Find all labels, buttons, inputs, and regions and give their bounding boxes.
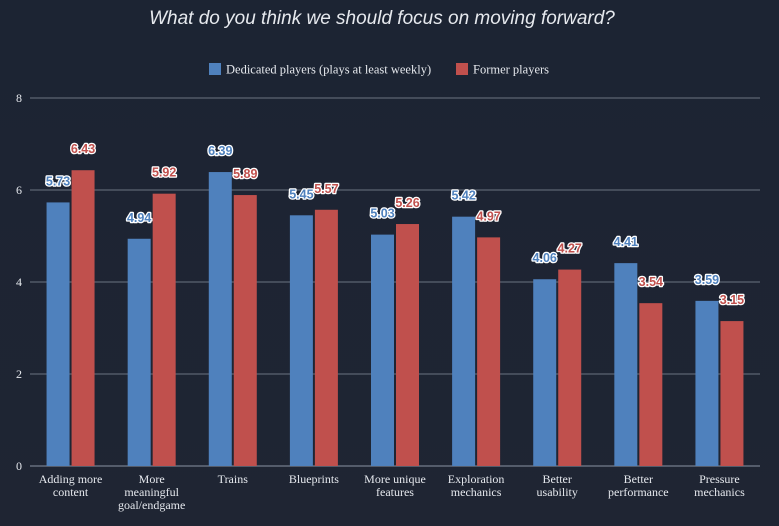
data-label: 4.97 xyxy=(476,209,500,223)
bar xyxy=(208,172,232,466)
x-category-label: Blueprints xyxy=(289,472,339,486)
data-labels: 5.73 6.43 4.94 5.92 6.395.89 5.45 5.57 5.035.26… xyxy=(45,141,746,308)
x-category-label: Pressure mechanics xyxy=(694,472,745,499)
data-label: 4.06 xyxy=(533,251,557,265)
bar xyxy=(639,303,663,466)
bar xyxy=(477,237,501,466)
y-axis-ticks: 0 2 4 6 8 xyxy=(16,91,22,473)
y-tick-label: 2 xyxy=(16,367,22,381)
data-label: 3.15 xyxy=(720,293,744,307)
data-label: 3.54 xyxy=(639,275,663,289)
bar xyxy=(289,215,313,466)
x-category-label: More meaningful goal/endgame xyxy=(118,472,185,512)
bar xyxy=(695,300,719,466)
y-tick-label: 4 xyxy=(16,275,22,289)
bar xyxy=(152,193,176,466)
legend: Dedicated players (plays at least weekly… xyxy=(209,63,549,77)
data-label: 5.45 xyxy=(289,187,313,201)
x-category-label: Exploration mechanics xyxy=(448,472,505,499)
data-label: 5.03 xyxy=(370,207,394,221)
x-category-label: More unique features xyxy=(364,472,426,499)
data-label: 3.59 xyxy=(695,273,719,287)
data-label: 6.43 xyxy=(71,142,95,156)
legend-label: Dedicated players (plays at least weekly… xyxy=(226,63,431,77)
bars xyxy=(46,170,744,467)
data-label: 5.92 xyxy=(152,166,176,180)
y-tick-label: 0 xyxy=(16,459,22,473)
bar xyxy=(614,263,638,466)
bar xyxy=(233,195,257,466)
bar xyxy=(371,234,394,466)
x-category-label: Adding more content xyxy=(39,472,103,499)
data-label: 5.89 xyxy=(233,167,257,181)
bar xyxy=(533,279,557,466)
data-label: 5.57 xyxy=(314,182,338,196)
bar xyxy=(396,224,419,466)
bar xyxy=(558,269,582,466)
y-tick-label: 8 xyxy=(16,91,22,105)
data-label: 5.73 xyxy=(46,174,70,188)
x-category-label: Better performance xyxy=(608,472,669,499)
legend-label: Former players xyxy=(473,63,549,77)
bar xyxy=(71,170,95,466)
data-label: 5.26 xyxy=(395,196,419,210)
data-label: 6.39 xyxy=(208,144,232,158)
gridlines xyxy=(30,97,760,467)
bar xyxy=(720,321,744,466)
chart-title: What do you think we should focus on mov… xyxy=(149,8,615,29)
data-label: 4.41 xyxy=(614,235,638,249)
x-axis-categories: Adding more content More meaningful goal/end… xyxy=(39,472,745,512)
data-label: 5.42 xyxy=(451,189,475,203)
data-label: 4.27 xyxy=(558,242,582,256)
bar xyxy=(314,209,338,466)
y-tick-label: 6 xyxy=(16,183,22,197)
legend-swatch xyxy=(209,63,221,75)
bar xyxy=(452,216,476,466)
x-category-label: Trains xyxy=(218,472,249,486)
x-category-label: Better usability xyxy=(537,472,578,499)
legend-swatch xyxy=(456,63,468,75)
bar xyxy=(127,238,151,466)
bar xyxy=(46,202,70,467)
data-label: 4.94 xyxy=(127,211,151,225)
